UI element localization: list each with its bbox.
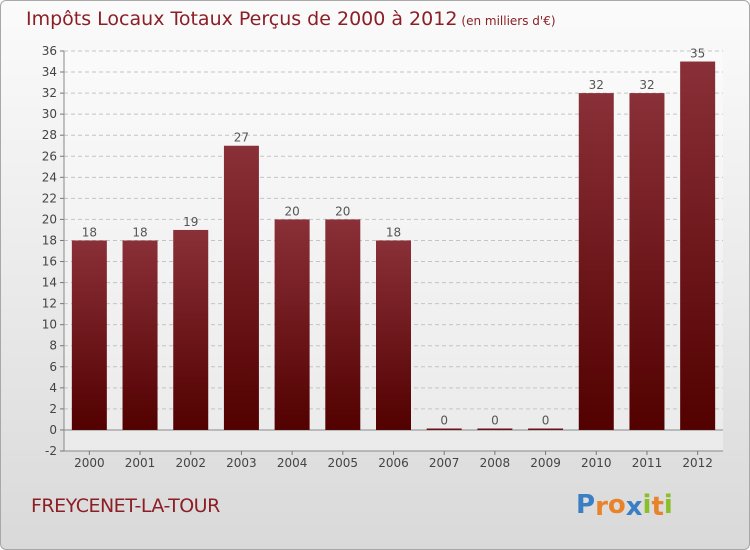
bar-2002 — [173, 229, 209, 430]
x-tick-label: 2006 — [378, 456, 409, 470]
logo-letter: i — [642, 490, 652, 520]
title-unit: (en milliers d'€) — [461, 14, 556, 28]
data-label: 32 — [639, 78, 654, 92]
bar-2001 — [122, 240, 158, 430]
bar-2007 — [426, 428, 462, 430]
x-tick-label: 2004 — [277, 456, 308, 470]
x-tick-label: 2012 — [682, 456, 713, 470]
bar-2009 — [528, 428, 564, 430]
y-tick-label: 24 — [42, 170, 57, 184]
x-tick-label: 2007 — [429, 456, 460, 470]
y-tick-label: 12 — [42, 297, 57, 311]
x-tick-label: 2009 — [530, 456, 561, 470]
bar-2012 — [680, 61, 716, 430]
y-tick-label: 4 — [49, 381, 57, 395]
y-tick-label: 10 — [42, 318, 57, 332]
bar-2000 — [71, 240, 107, 430]
y-tick-label: -2 — [45, 444, 57, 458]
x-tick-label: 2000 — [74, 456, 105, 470]
data-label: 18 — [386, 225, 401, 239]
y-tick-label: 26 — [42, 149, 57, 163]
bar-2003 — [223, 145, 259, 430]
proxiti-logo[interactable]: Proxiti — [576, 490, 673, 522]
data-label: 27 — [234, 131, 249, 145]
y-tick-label: 0 — [49, 423, 57, 437]
x-tick-label: 2001 — [125, 456, 156, 470]
y-tick-label: 22 — [42, 191, 57, 205]
bar-2010 — [578, 93, 614, 430]
data-label: 35 — [690, 47, 705, 61]
data-label: 32 — [589, 78, 604, 92]
bar-2011 — [629, 93, 665, 430]
y-tick-label: 18 — [42, 233, 57, 247]
bar-2004 — [274, 219, 310, 430]
title-main: Impôts Locaux Totaux Perçus de 2000 à 20… — [26, 8, 458, 30]
logo-letter: t — [651, 492, 664, 522]
data-label: 0 — [542, 413, 550, 427]
y-tick-label: 6 — [49, 360, 57, 374]
x-tick-label: 2011 — [632, 456, 663, 470]
y-tick-label: 34 — [42, 65, 57, 79]
bar-2005 — [325, 219, 361, 430]
y-tick-label: 32 — [42, 86, 57, 100]
y-tick-label: 36 — [42, 44, 57, 58]
data-label: 20 — [335, 204, 350, 218]
y-tick-label: 16 — [42, 255, 57, 269]
y-tick-label: 30 — [42, 107, 57, 121]
x-tick-label: 2002 — [175, 456, 206, 470]
logo-letter: o — [607, 490, 626, 520]
bar-2006 — [376, 240, 411, 430]
logo-letter: i — [663, 490, 673, 520]
data-label: 0 — [491, 413, 499, 427]
x-tick-label: 2003 — [226, 456, 257, 470]
y-tick-label: 20 — [42, 212, 57, 226]
bar-2008 — [477, 428, 513, 430]
data-label: 20 — [284, 204, 299, 218]
y-tick-label: 14 — [42, 276, 57, 290]
y-tick-label: 8 — [49, 339, 57, 353]
chart-title: Impôts Locaux Totaux Perçus de 2000 à 20… — [26, 8, 556, 30]
x-tick-label: 2008 — [480, 456, 511, 470]
logo-letter: r — [595, 492, 608, 522]
logo-letter: x — [625, 492, 643, 522]
data-label: 18 — [132, 225, 147, 239]
data-label: 19 — [183, 215, 198, 229]
commune-name: FREYCENET-LA-TOUR — [31, 495, 220, 517]
logo-letter: P — [576, 490, 596, 520]
y-tick-label: 28 — [42, 128, 57, 142]
x-tick-label: 2005 — [328, 456, 359, 470]
y-tick-label: 2 — [49, 402, 57, 416]
x-tick-label: 2010 — [581, 456, 612, 470]
data-label: 18 — [82, 225, 97, 239]
data-label: 0 — [440, 413, 448, 427]
